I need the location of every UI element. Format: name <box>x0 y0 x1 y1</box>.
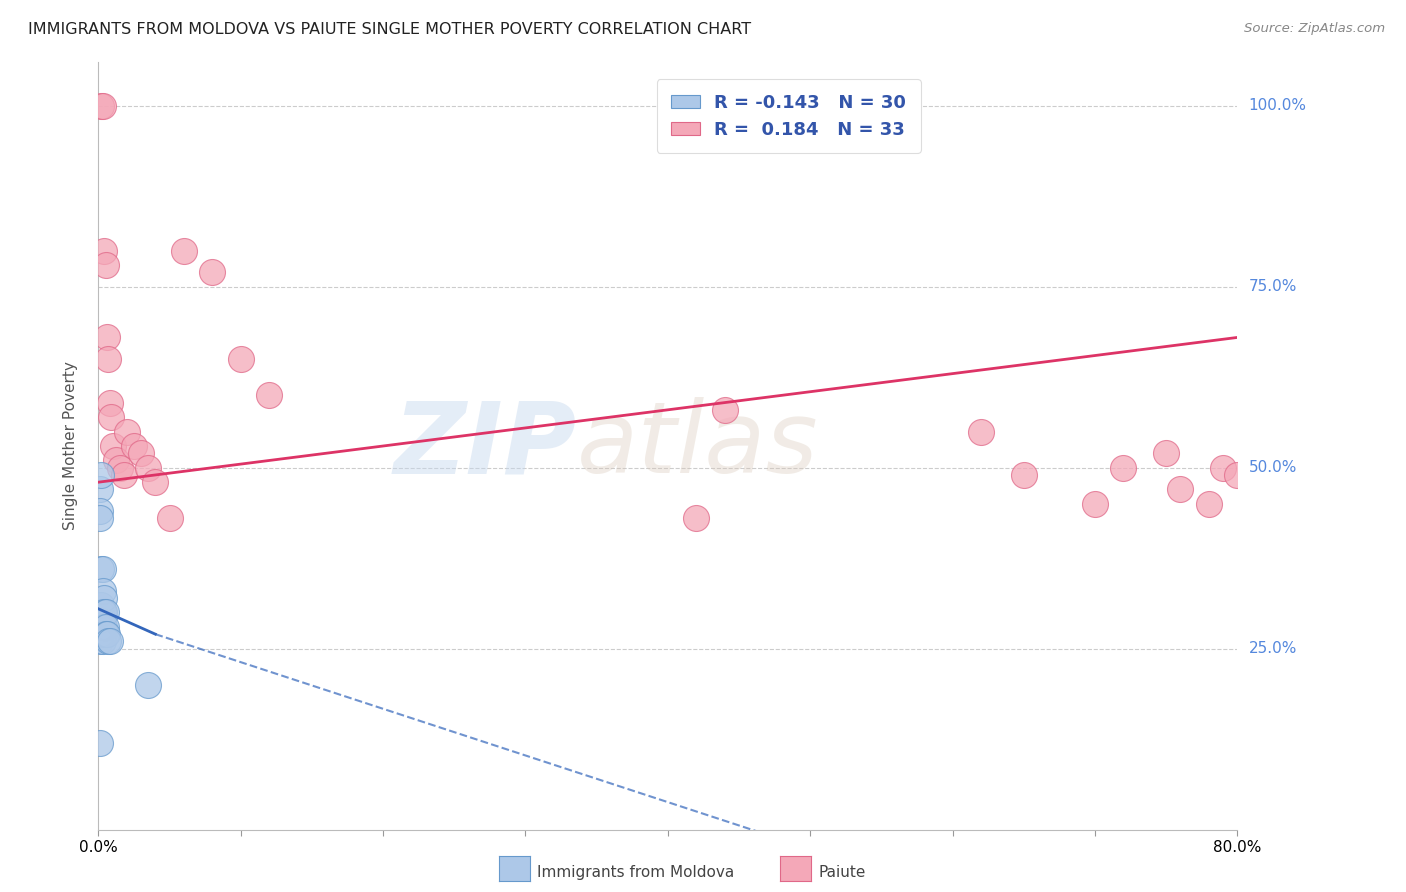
Point <box>96 330 118 344</box>
Point <box>1198 497 1220 511</box>
Point <box>96 627 118 641</box>
Point <box>970 425 993 439</box>
Point <box>101 439 124 453</box>
Point <box>122 439 145 453</box>
Point <box>89 627 111 641</box>
Point <box>1012 467 1035 482</box>
Point <box>685 511 707 525</box>
Point <box>90 562 112 576</box>
Point <box>94 627 117 641</box>
Point <box>229 352 252 367</box>
Point <box>98 395 121 409</box>
Point <box>89 511 111 525</box>
Text: 100.0%: 100.0% <box>1249 98 1306 113</box>
Point <box>136 678 159 692</box>
Point <box>93 244 115 258</box>
Text: 25.0%: 25.0% <box>1249 641 1296 657</box>
Point <box>173 244 195 258</box>
Point <box>1154 446 1177 460</box>
Point <box>98 634 121 648</box>
Text: 75.0%: 75.0% <box>1249 279 1296 294</box>
Point <box>108 460 131 475</box>
Point <box>97 352 120 367</box>
Point <box>90 606 112 620</box>
Point <box>94 258 117 272</box>
Point <box>91 634 114 648</box>
Point <box>112 467 135 482</box>
Point <box>1112 460 1135 475</box>
Point <box>91 562 114 576</box>
Point <box>89 620 111 634</box>
Point <box>90 620 112 634</box>
Point <box>115 425 138 439</box>
Point <box>89 736 111 750</box>
Point <box>104 453 127 467</box>
Point <box>1084 497 1107 511</box>
Text: Paiute: Paiute <box>818 865 866 880</box>
Point <box>714 402 737 417</box>
Text: 50.0%: 50.0% <box>1249 460 1296 475</box>
Point <box>1226 467 1249 482</box>
Point <box>1212 460 1234 475</box>
Point <box>136 460 159 475</box>
Point <box>100 410 122 425</box>
Point <box>91 583 114 598</box>
Text: Source: ZipAtlas.com: Source: ZipAtlas.com <box>1244 22 1385 36</box>
Point <box>94 606 117 620</box>
Point <box>93 591 115 605</box>
Point <box>91 606 114 620</box>
Point <box>145 475 167 490</box>
Point <box>90 598 112 612</box>
Y-axis label: Single Mother Poverty: Single Mother Poverty <box>63 361 77 531</box>
Point <box>97 634 120 648</box>
Point <box>201 265 224 279</box>
Point <box>90 467 112 482</box>
Point <box>259 388 281 402</box>
Point <box>89 634 111 648</box>
Point <box>159 511 181 525</box>
Point <box>129 446 152 460</box>
Text: Immigrants from Moldova: Immigrants from Moldova <box>537 865 734 880</box>
Legend: R = -0.143   N = 30, R =  0.184   N = 33: R = -0.143 N = 30, R = 0.184 N = 33 <box>657 79 921 153</box>
Point <box>90 99 112 113</box>
Point <box>1170 483 1192 497</box>
Point <box>93 620 115 634</box>
Point <box>90 627 112 641</box>
Point <box>94 620 117 634</box>
Point <box>91 99 114 113</box>
Point <box>89 613 111 627</box>
Point <box>89 504 111 518</box>
Text: ZIP: ZIP <box>394 398 576 494</box>
Text: atlas: atlas <box>576 398 818 494</box>
Point <box>91 627 114 641</box>
Point <box>93 627 115 641</box>
Point <box>93 606 115 620</box>
Text: IMMIGRANTS FROM MOLDOVA VS PAIUTE SINGLE MOTHER POVERTY CORRELATION CHART: IMMIGRANTS FROM MOLDOVA VS PAIUTE SINGLE… <box>28 22 751 37</box>
Point <box>89 483 111 497</box>
